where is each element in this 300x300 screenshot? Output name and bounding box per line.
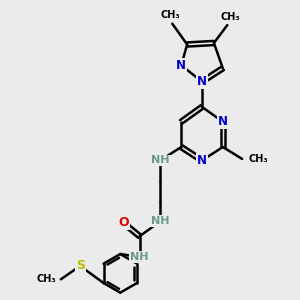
Text: N: N (197, 75, 207, 88)
Text: NH: NH (151, 155, 170, 165)
Text: NH: NH (151, 216, 170, 226)
Text: CH₃: CH₃ (249, 154, 268, 164)
Text: N: N (176, 59, 186, 72)
Text: CH₃: CH₃ (220, 12, 240, 22)
Text: O: O (118, 216, 129, 229)
Text: NH: NH (130, 252, 149, 262)
Text: N: N (197, 154, 207, 167)
Text: N: N (218, 115, 228, 128)
Text: CH₃: CH₃ (37, 274, 56, 284)
Text: S: S (76, 260, 85, 272)
Text: CH₃: CH₃ (161, 10, 181, 20)
